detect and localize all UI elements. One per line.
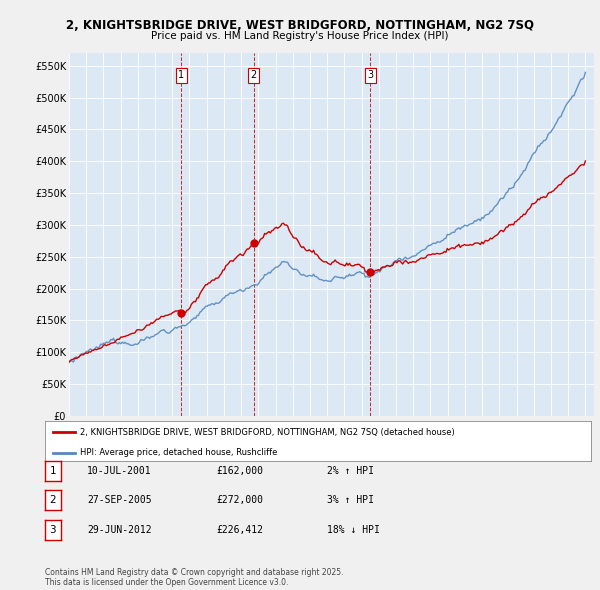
Text: 27-SEP-2005: 27-SEP-2005	[87, 496, 152, 505]
Text: £226,412: £226,412	[216, 525, 263, 535]
Text: 1: 1	[178, 70, 184, 80]
Text: 10-JUL-2001: 10-JUL-2001	[87, 466, 152, 476]
Text: Contains HM Land Registry data © Crown copyright and database right 2025.
This d: Contains HM Land Registry data © Crown c…	[45, 568, 343, 587]
Text: HPI: Average price, detached house, Rushcliffe: HPI: Average price, detached house, Rush…	[80, 448, 278, 457]
Text: 18% ↓ HPI: 18% ↓ HPI	[327, 525, 380, 535]
Text: 2: 2	[49, 496, 56, 505]
Text: 2, KNIGHTSBRIDGE DRIVE, WEST BRIDGFORD, NOTTINGHAM, NG2 7SQ: 2, KNIGHTSBRIDGE DRIVE, WEST BRIDGFORD, …	[66, 19, 534, 32]
Text: Price paid vs. HM Land Registry's House Price Index (HPI): Price paid vs. HM Land Registry's House …	[151, 31, 449, 41]
Text: 2% ↑ HPI: 2% ↑ HPI	[327, 466, 374, 476]
Text: £272,000: £272,000	[216, 496, 263, 505]
Text: 1: 1	[49, 466, 56, 476]
Text: £162,000: £162,000	[216, 466, 263, 476]
Text: 2, KNIGHTSBRIDGE DRIVE, WEST BRIDGFORD, NOTTINGHAM, NG2 7SQ (detached house): 2, KNIGHTSBRIDGE DRIVE, WEST BRIDGFORD, …	[80, 428, 455, 437]
Text: 3% ↑ HPI: 3% ↑ HPI	[327, 496, 374, 505]
Text: 29-JUN-2012: 29-JUN-2012	[87, 525, 152, 535]
Text: 2: 2	[251, 70, 257, 80]
Text: 3: 3	[367, 70, 373, 80]
Text: 3: 3	[49, 525, 56, 535]
